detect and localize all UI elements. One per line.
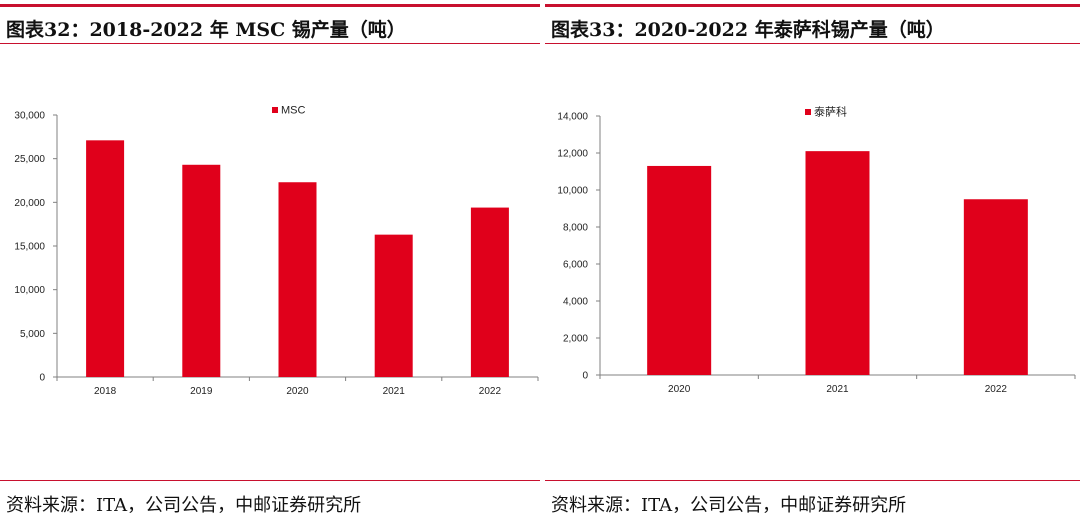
y-tick-label: 4,000 [563, 297, 588, 308]
bar [86, 140, 125, 377]
bar [182, 164, 221, 377]
source-note: 资料来源：ITA，公司公告，中邮证券研究所 [6, 495, 362, 516]
y-tick-label: 12,000 [557, 149, 588, 160]
x-tick-label: 2022 [985, 384, 1008, 395]
y-tick-label: 25,000 [14, 154, 45, 165]
legend-label: 泰萨科 [814, 105, 847, 119]
y-tick-label: 2,000 [563, 334, 588, 345]
y-tick-label: 20,000 [14, 198, 45, 209]
legend-label: MSC [281, 105, 306, 117]
bar [470, 207, 509, 377]
source-note: 资料来源：ITA，公司公告，中邮证券研究所 [551, 495, 907, 516]
bar [805, 151, 870, 375]
y-tick-label: 10,000 [14, 285, 45, 296]
y-tick-label: 10,000 [557, 186, 588, 197]
y-tick-label: 6,000 [563, 260, 588, 271]
bar [647, 165, 712, 375]
source-bar: 资料来源：ITA，公司公告，中邮证券研究所 [0, 480, 540, 531]
tsk-chart-panel: 图表33：2020-2022 年泰萨科锡产量（吨） 0 2,000 4,000 6,0… [545, 0, 1080, 531]
y-tick-label: 5,000 [20, 329, 45, 340]
title-bar: 图表33：2020-2022 年泰萨科锡产量（吨） [545, 4, 1080, 44]
x-tick-label: 2020 [668, 384, 691, 395]
source-bar: 资料来源：ITA，公司公告，中邮证券研究所 [545, 480, 1080, 531]
bar [963, 199, 1028, 375]
legend-swatch [272, 107, 278, 113]
y-tick-label: 15,000 [14, 242, 45, 253]
bar [278, 182, 317, 377]
msc-bar-chart: 0 5,000 10,000 15,000 20,000 25,000 30,000 2018… [14, 105, 539, 397]
title-bar: 图表32：2018-2022 年 MSC 锡产量（吨） [0, 4, 540, 44]
y-tick-label: 0 [582, 371, 588, 382]
bar [374, 234, 413, 377]
chart-title: 图表33：2020-2022 年泰萨科锡产量（吨） [551, 19, 945, 41]
x-tick-label: 2018 [94, 386, 117, 397]
y-tick-label: 14,000 [557, 112, 588, 123]
tsk-bar-chart: 0 2,000 4,000 6,000 8,000 10,000 12,000 14,000 2… [557, 105, 1076, 395]
x-tick-label: 2020 [286, 386, 309, 397]
x-tick-label: 2019 [190, 386, 213, 397]
y-tick-label: 0 [39, 373, 45, 384]
x-tick-label: 2021 [826, 384, 849, 395]
x-tick-label: 2022 [479, 386, 502, 397]
chart-title: 图表32：2018-2022 年 MSC 锡产量（吨） [6, 19, 406, 41]
y-tick-label: 30,000 [14, 111, 45, 122]
y-tick-label: 8,000 [563, 223, 588, 234]
msc-chart-panel: 图表32：2018-2022 年 MSC 锡产量（吨） 0 5,000 10,000… [0, 4, 540, 531]
x-tick-label: 2021 [383, 386, 406, 397]
legend-swatch [805, 109, 811, 115]
